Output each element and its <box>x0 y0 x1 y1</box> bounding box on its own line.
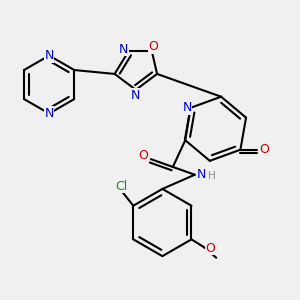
Text: N: N <box>131 89 140 102</box>
Text: N: N <box>196 167 206 181</box>
Text: O: O <box>148 40 158 53</box>
Text: N: N <box>44 49 54 62</box>
Text: O: O <box>138 149 148 162</box>
Text: N: N <box>44 107 54 120</box>
Text: H: H <box>208 172 215 182</box>
Text: N: N <box>182 101 192 114</box>
Text: O: O <box>260 143 269 156</box>
Text: N: N <box>119 43 128 56</box>
Text: O: O <box>205 242 215 255</box>
Text: Cl: Cl <box>115 180 127 193</box>
